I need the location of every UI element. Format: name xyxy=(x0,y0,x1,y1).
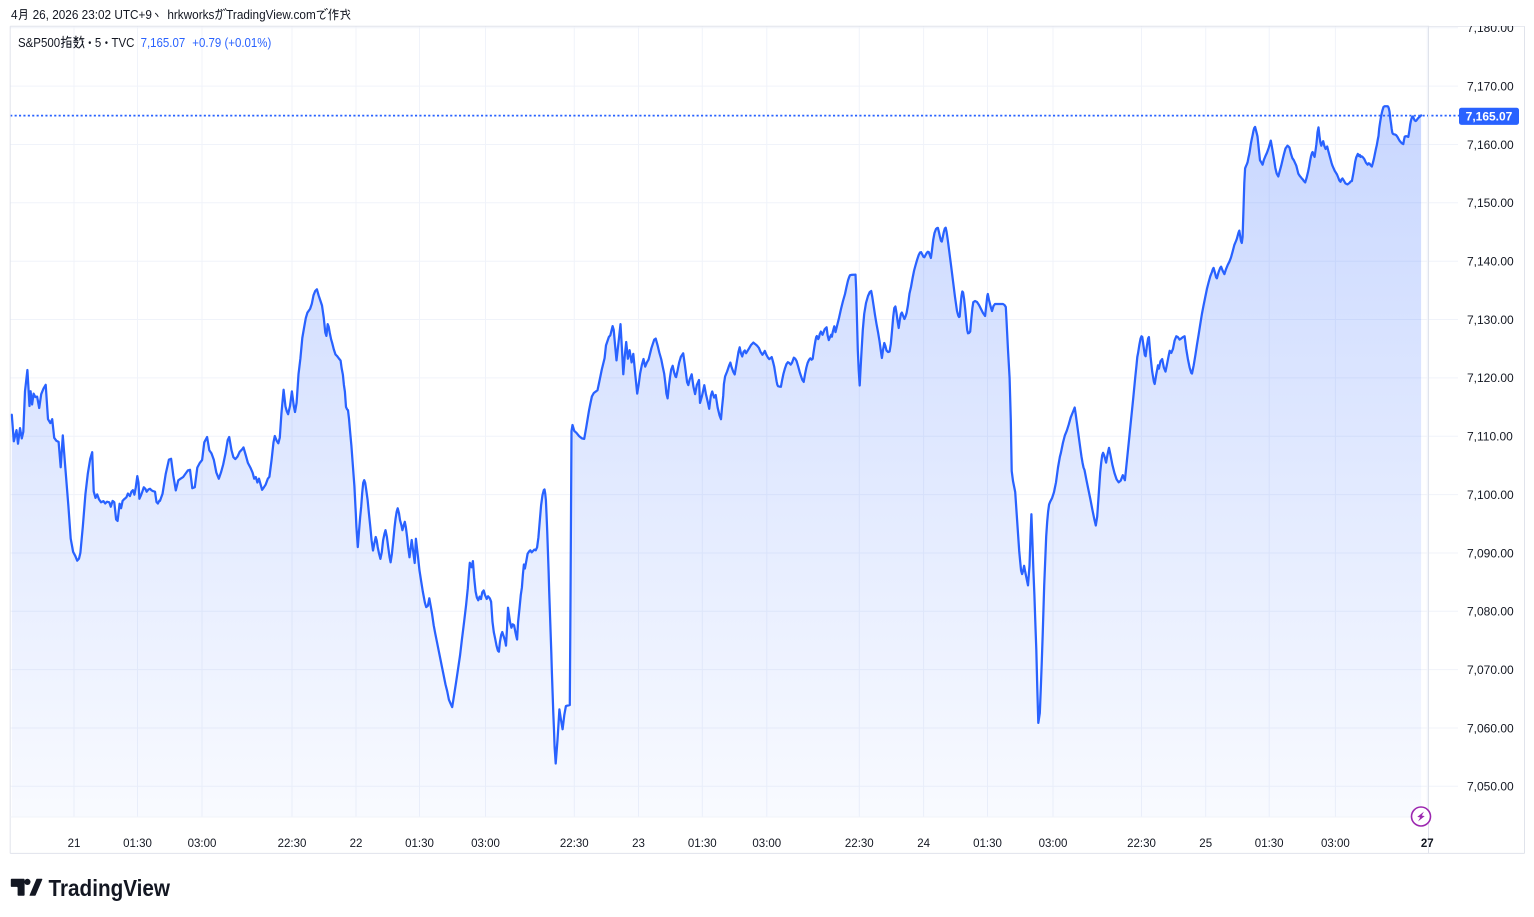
svg-text:7,150.00: 7,150.00 xyxy=(1467,196,1514,210)
svg-text:25: 25 xyxy=(1199,838,1212,850)
svg-text:23: 23 xyxy=(632,838,645,850)
svg-text:01:30: 01:30 xyxy=(973,838,1002,850)
svg-text:22:30: 22:30 xyxy=(278,838,307,850)
svg-text:03:00: 03:00 xyxy=(471,838,500,850)
svg-text:21: 21 xyxy=(68,838,81,850)
svg-text:7,170.00: 7,170.00 xyxy=(1467,80,1514,94)
svg-text:03:00: 03:00 xyxy=(1321,838,1350,850)
svg-text:24: 24 xyxy=(917,838,930,850)
svg-text:22:30: 22:30 xyxy=(1127,838,1156,850)
svg-text:7,160.00: 7,160.00 xyxy=(1467,138,1514,152)
svg-text:01:30: 01:30 xyxy=(405,838,434,850)
svg-text:7,050.00: 7,050.00 xyxy=(1467,780,1514,794)
svg-text:7,080.00: 7,080.00 xyxy=(1467,605,1514,619)
svg-text:TradingView: TradingView xyxy=(49,875,171,901)
svg-text:7,165.07: 7,165.07 xyxy=(1466,109,1513,123)
svg-text:7,130.00: 7,130.00 xyxy=(1467,313,1514,327)
svg-text:7,060.00: 7,060.00 xyxy=(1467,721,1514,735)
svg-text:7,110.00: 7,110.00 xyxy=(1467,430,1513,444)
svg-text:01:30: 01:30 xyxy=(688,838,717,850)
svg-text:27: 27 xyxy=(1421,838,1434,850)
svg-text:22:30: 22:30 xyxy=(560,838,589,850)
svg-text:7,140.00: 7,140.00 xyxy=(1467,255,1514,269)
svg-text:7,120.00: 7,120.00 xyxy=(1467,371,1514,385)
svg-text:03:00: 03:00 xyxy=(1039,838,1068,850)
svg-text:22: 22 xyxy=(350,838,363,850)
svg-text:7,100.00: 7,100.00 xyxy=(1467,488,1514,502)
svg-text:01:30: 01:30 xyxy=(123,838,152,850)
svg-text:7,070.00: 7,070.00 xyxy=(1467,663,1514,677)
svg-text:7,090.00: 7,090.00 xyxy=(1467,546,1514,560)
svg-text:03:00: 03:00 xyxy=(188,838,217,850)
svg-text:03:00: 03:00 xyxy=(752,838,781,850)
svg-text:22:30: 22:30 xyxy=(845,838,874,850)
svg-text:01:30: 01:30 xyxy=(1255,838,1284,850)
